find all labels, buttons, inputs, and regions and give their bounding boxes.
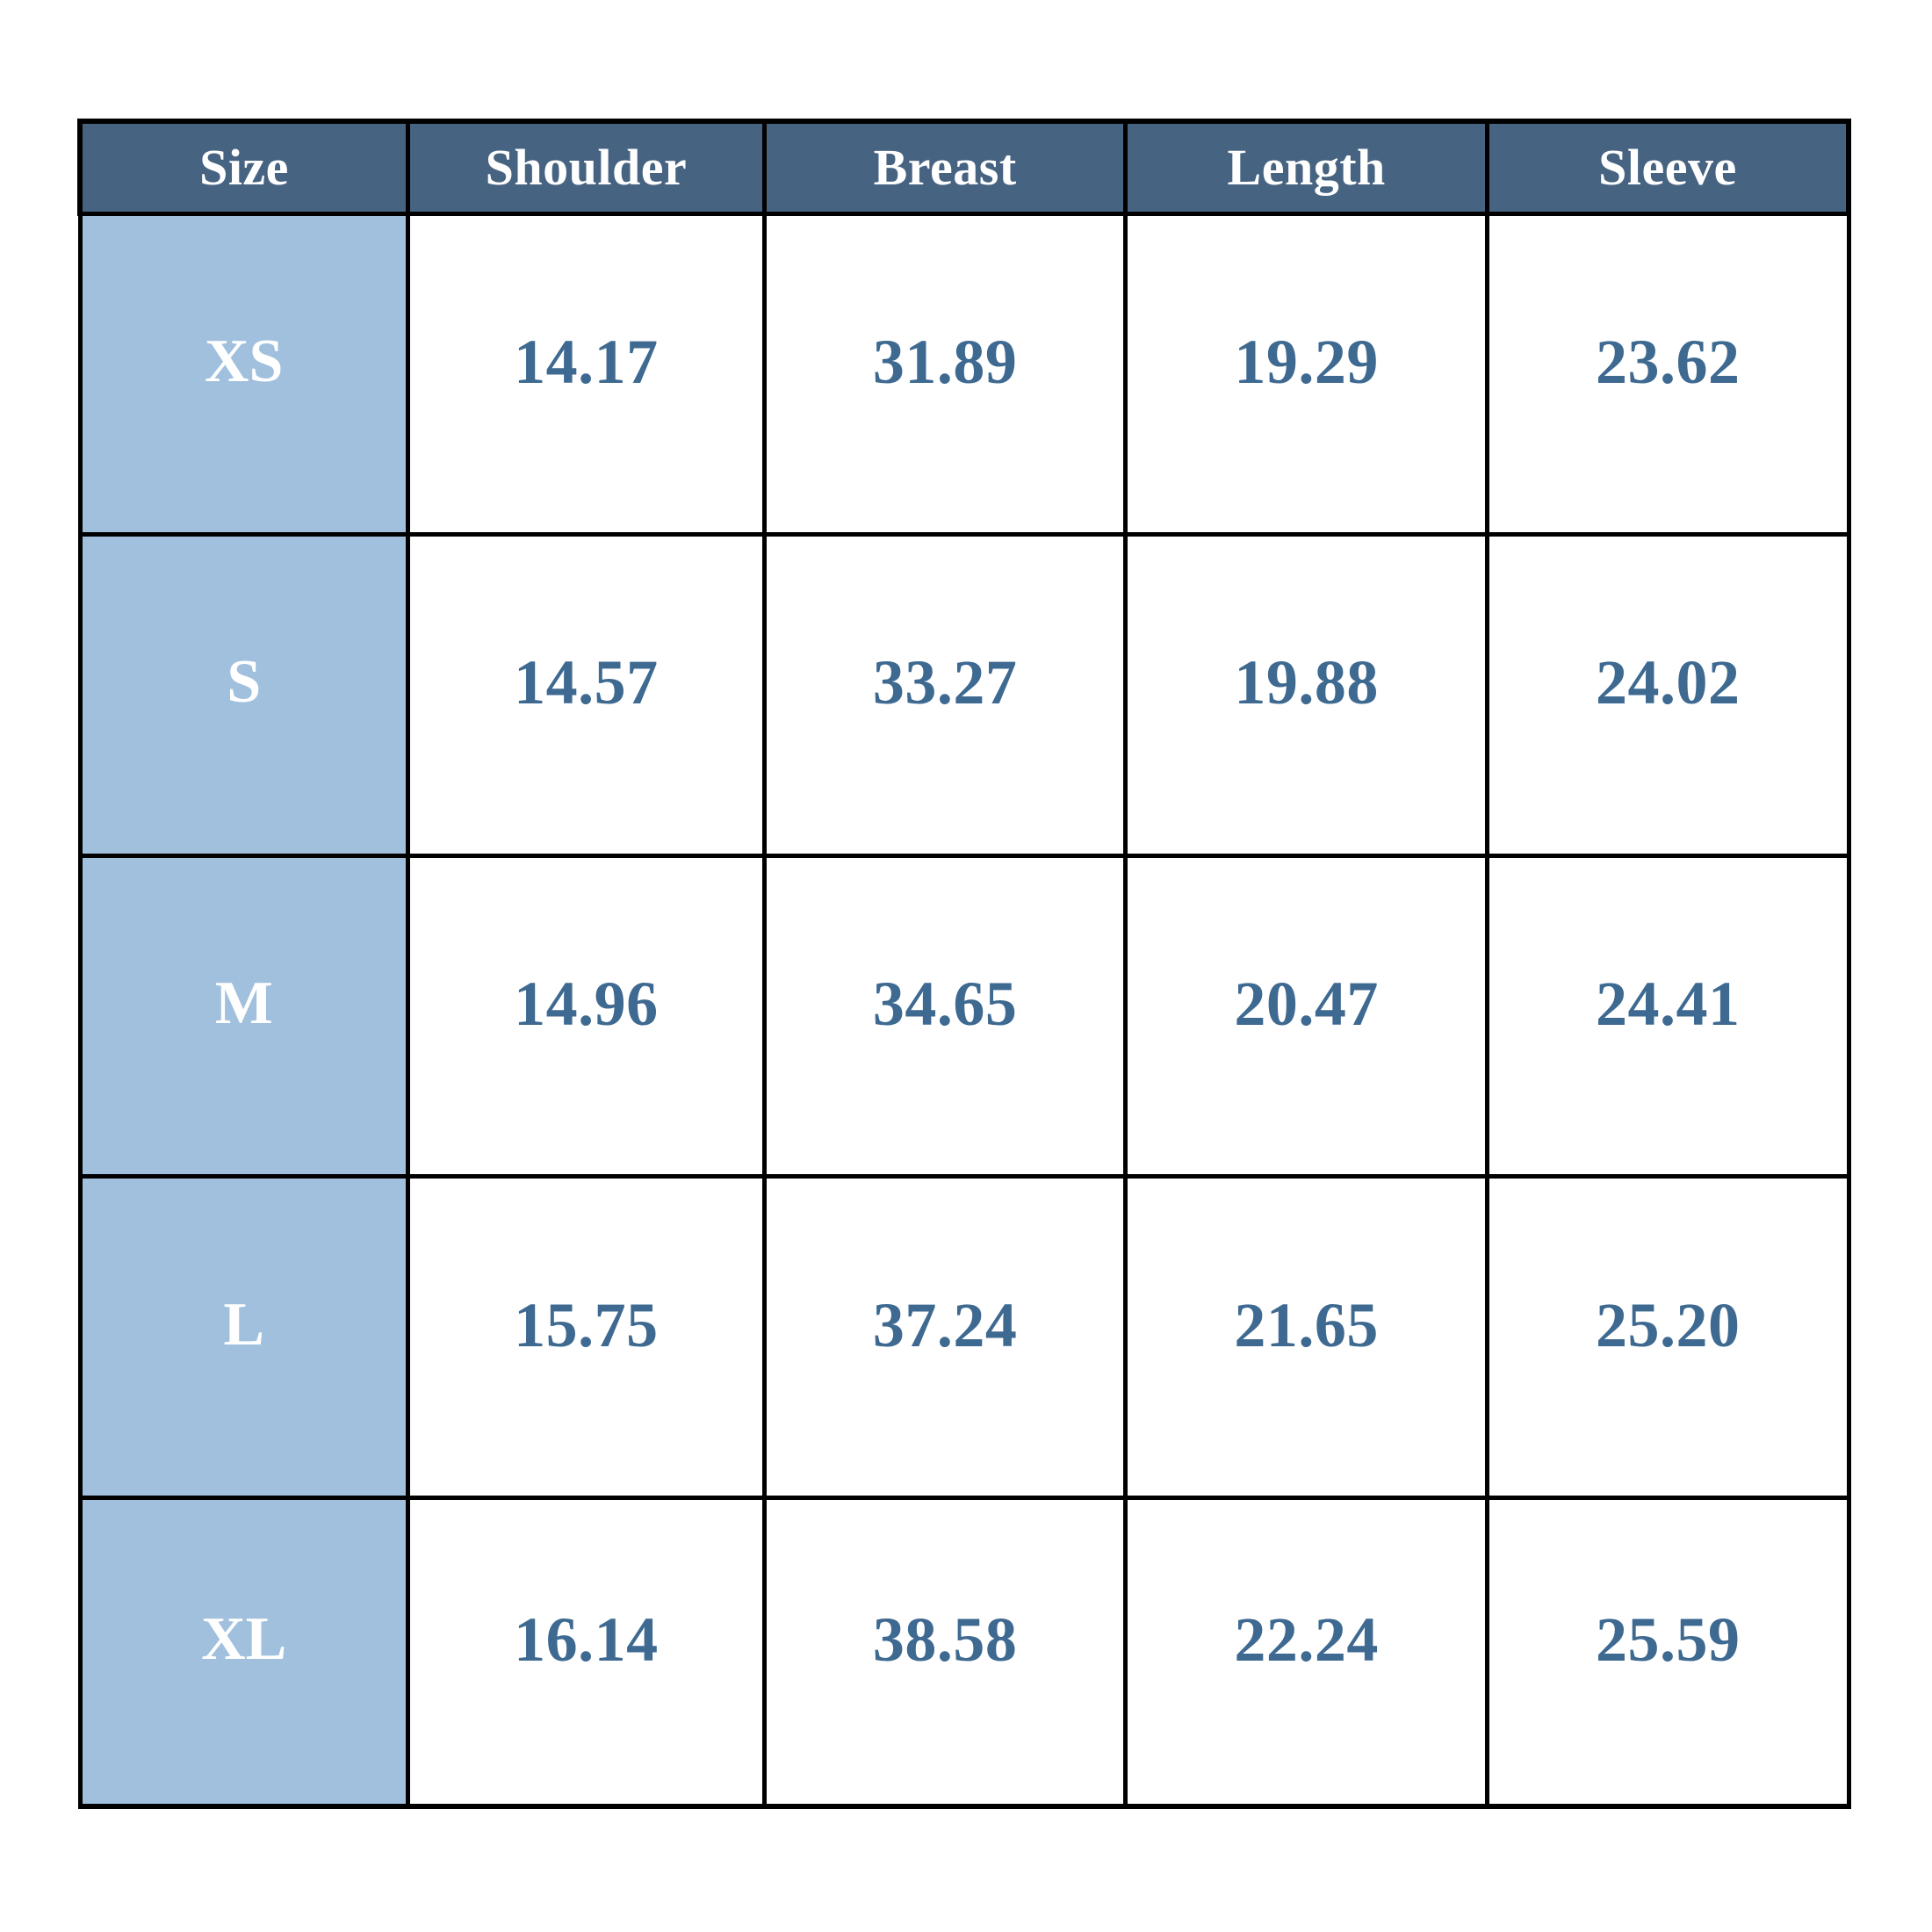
column-header-breast-label: Breast	[873, 138, 1017, 196]
sleeve-value: 23.62	[1595, 326, 1741, 397]
column-header-breast: Breast	[761, 119, 1128, 216]
size-label-cell: S	[77, 532, 410, 858]
sleeve-value-cell: 23.62	[1484, 211, 1851, 537]
breast-value: 37.24	[872, 1289, 1018, 1360]
table-row: XL 16.14 38.58 22.24 25.59	[77, 1495, 1851, 1809]
shoulder-value-cell: 16.14	[405, 1495, 767, 1809]
table-row: L 15.75 37.24 21.65 25.20	[77, 1174, 1851, 1500]
column-header-length: Length	[1123, 119, 1489, 216]
column-header-shoulder: Shoulder	[405, 119, 767, 216]
breast-value: 33.27	[872, 647, 1018, 718]
column-header-size: Size	[76, 119, 410, 216]
size-label-cell: L	[77, 1174, 410, 1500]
breast-value-cell: 34.65	[761, 853, 1128, 1179]
sleeve-value: 25.20	[1595, 1289, 1741, 1360]
size-label-cell: XL	[77, 1495, 410, 1809]
column-header-length-label: Length	[1227, 138, 1386, 196]
shoulder-value: 14.17	[514, 326, 659, 397]
column-header-sleeve-label: Sleeve	[1598, 138, 1737, 196]
length-value: 19.88	[1234, 647, 1379, 718]
sleeve-value-cell: 25.59	[1484, 1495, 1851, 1809]
header-row: Size Shoulder Breast Length Sleeve	[76, 119, 1851, 216]
breast-value: 31.89	[872, 326, 1018, 397]
table-row: XS 14.17 31.89 19.29 23.62	[77, 211, 1851, 537]
breast-value-cell: 37.24	[761, 1174, 1128, 1500]
size-label: XL	[201, 1604, 287, 1673]
size-label-cell: M	[77, 853, 410, 1179]
length-value-cell: 20.47	[1123, 853, 1489, 1179]
shoulder-value: 14.57	[514, 647, 659, 718]
size-label: L	[223, 1290, 265, 1359]
size-label: XS	[205, 327, 284, 395]
shoulder-value-cell: 14.57	[405, 532, 767, 858]
sleeve-value: 24.41	[1595, 969, 1741, 1040]
length-value-cell: 21.65	[1123, 1174, 1489, 1500]
shoulder-value-cell: 14.17	[405, 211, 767, 537]
shoulder-value: 14.96	[514, 969, 659, 1040]
sleeve-value-cell: 24.41	[1484, 853, 1851, 1179]
sleeve-value-cell: 24.02	[1484, 532, 1851, 858]
column-header-shoulder-label: Shoulder	[485, 138, 688, 196]
breast-value-cell: 31.89	[761, 211, 1128, 537]
shoulder-value: 15.75	[514, 1289, 659, 1360]
shoulder-value: 16.14	[514, 1604, 659, 1675]
breast-value: 38.58	[872, 1604, 1018, 1675]
breast-value-cell: 33.27	[761, 532, 1128, 858]
table-body: XS 14.17 31.89 19.29 23.62	[77, 211, 1851, 1809]
sleeve-value: 25.59	[1595, 1604, 1741, 1675]
size-label: S	[227, 648, 262, 717]
size-label: M	[214, 970, 273, 1038]
column-header-size-label: Size	[199, 138, 289, 196]
size-label-cell: XS	[77, 211, 410, 537]
length-value-cell: 19.88	[1123, 532, 1489, 858]
table-header: Size Shoulder Breast Length Sleeve	[76, 119, 1851, 216]
length-value: 19.29	[1234, 326, 1379, 397]
sleeve-value-cell: 25.20	[1484, 1174, 1851, 1500]
length-value: 22.24	[1234, 1604, 1379, 1675]
table-row: M 14.96 34.65 20.47 24.41	[77, 853, 1851, 1179]
length-value-cell: 22.24	[1123, 1495, 1489, 1809]
breast-value: 34.65	[872, 969, 1018, 1040]
table-row: S 14.57 33.27 19.88 24.02	[77, 532, 1851, 858]
column-header-sleeve: Sleeve	[1484, 119, 1851, 216]
size-chart-table: Size Shoulder Breast Length Sleeve	[76, 119, 1851, 1809]
breast-value-cell: 38.58	[761, 1495, 1128, 1809]
shoulder-value-cell: 14.96	[405, 853, 767, 1179]
shoulder-value-cell: 15.75	[405, 1174, 767, 1500]
size-chart-container: Size Shoulder Breast Length Sleeve	[76, 119, 1851, 1809]
length-value-cell: 19.29	[1123, 211, 1489, 537]
length-value: 20.47	[1234, 969, 1379, 1040]
sleeve-value: 24.02	[1595, 647, 1741, 718]
length-value: 21.65	[1234, 1289, 1379, 1360]
